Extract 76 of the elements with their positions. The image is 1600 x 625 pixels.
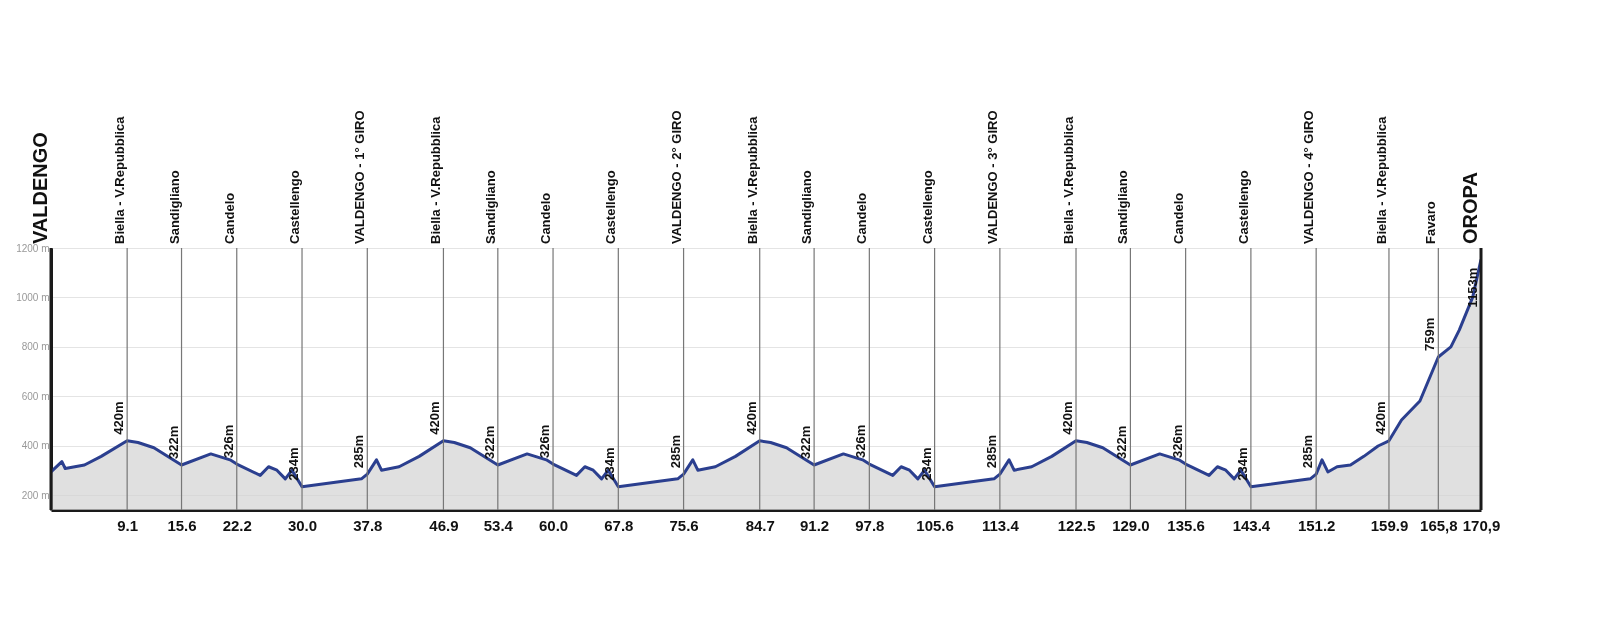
x-tick-label: 37.8: [353, 516, 383, 534]
ref-line-label: Candelo: [538, 192, 554, 244]
annotation: 322m: [798, 425, 814, 460]
annotation: 326m: [537, 424, 553, 459]
annotation: 1153m: [1465, 267, 1480, 308]
annotation: 322m: [1114, 425, 1130, 460]
x-tick-label: 9.1: [117, 516, 139, 534]
x-tick-label: 159.9: [1370, 516, 1409, 534]
x-tick-label: 91.2: [800, 516, 830, 534]
annotation: 420m: [743, 401, 759, 435]
ref-line-label: Castellengo: [603, 170, 619, 244]
x-tick-label: 15.6: [167, 516, 197, 534]
annotation: 234m: [286, 447, 302, 481]
ref-line-label: OROPA: [1459, 172, 1481, 244]
ref-line-label: Candelo: [854, 192, 870, 244]
ref-line-label: Biella - V.Repubblica: [1373, 115, 1389, 244]
ref-line-label: Biella - V.Repubblica: [744, 115, 760, 244]
annotation: 322m: [165, 425, 181, 460]
ref-line-label: Castellengo: [287, 170, 303, 244]
annotation: 420m: [111, 401, 127, 435]
ref-line-label: Sandigliano: [482, 170, 498, 244]
ref-line-label: Candelo: [221, 192, 237, 244]
ref-line-label: Biella - V.Repubblica: [112, 115, 128, 244]
y-tick-label: 1000 m: [16, 291, 50, 303]
annotation: 420m: [427, 401, 443, 435]
x-tick-label: 53.4: [483, 516, 514, 534]
annotation: 285m: [1300, 434, 1316, 469]
annotation: 234m: [918, 447, 934, 481]
ref-line-label: Biella - V.Repubblica: [1061, 115, 1077, 244]
annotation: 326m: [220, 424, 236, 459]
x-tick-label: 97.8: [855, 516, 885, 534]
annotation: 234m: [602, 447, 618, 481]
annotation: 285m: [351, 434, 367, 469]
x-tick-label: 30.0: [287, 516, 318, 534]
annotation: 326m: [1169, 424, 1185, 459]
x-tick-label: 151.2: [1297, 516, 1336, 534]
annotation: 322m: [481, 425, 497, 460]
y-tick-label: 200 m: [21, 489, 50, 501]
x-tick-label: 46.9: [429, 516, 459, 534]
annotation: 234m: [1234, 447, 1250, 481]
y-tick-label: 600 m: [21, 390, 50, 402]
x-tick-label: 135.6: [1167, 516, 1205, 534]
ref-line-label: Candelo: [1170, 192, 1186, 244]
x-tick-label: 105.6: [916, 516, 954, 534]
x-tick-label: 122.5: [1057, 516, 1096, 534]
annotation: 326m: [853, 424, 869, 459]
ref-line-label: Sandigliano: [166, 170, 182, 244]
x-tick-label: 84.7: [745, 516, 775, 534]
ref-line-label: VALDENGO - 1° GIRO: [352, 110, 368, 244]
ref-line-label: Castellengo: [919, 170, 935, 244]
ref-line-label: Favaro: [1423, 201, 1439, 244]
ref-line-label: Biella - V.Repubblica: [428, 115, 444, 244]
ref-line-label: VALDENGO - 3° GIRO: [984, 110, 1000, 244]
annotation: 285m: [983, 434, 999, 469]
ref-line-label: Sandigliano: [1115, 170, 1131, 244]
y-tick-label: 400 m: [21, 440, 50, 452]
x-tick-label: 75.6: [669, 516, 699, 534]
x-tick-label: 129.0: [1112, 516, 1150, 534]
ref-line-label: VALDENGO: [29, 132, 51, 244]
annotation: 285m: [667, 434, 683, 469]
x-tick-label: 67.8: [604, 516, 634, 534]
ref-line-label: Castellengo: [1235, 170, 1251, 244]
annotation: 420m: [1372, 401, 1388, 435]
x-tick-label: 170,9: [1462, 516, 1501, 534]
y-tick-label: 1200 m: [16, 242, 50, 254]
annotation: 759m: [1422, 317, 1438, 351]
x-tick-label: 22.2: [222, 516, 252, 534]
ref-line-label: Sandigliano: [799, 170, 815, 244]
x-tick-label: 143.4: [1232, 516, 1271, 534]
y-tick-label: 800 m: [21, 341, 50, 353]
ref-line-label: VALDENGO - 4° GIRO: [1301, 110, 1317, 244]
x-tick-label: 113.4: [982, 516, 1020, 534]
annotation: 420m: [1060, 401, 1076, 435]
ref-line-label: VALDENGO - 2° GIRO: [668, 110, 684, 244]
x-tick-label: 165,8: [1420, 516, 1458, 534]
x-tick-label: 60.0: [538, 516, 569, 534]
